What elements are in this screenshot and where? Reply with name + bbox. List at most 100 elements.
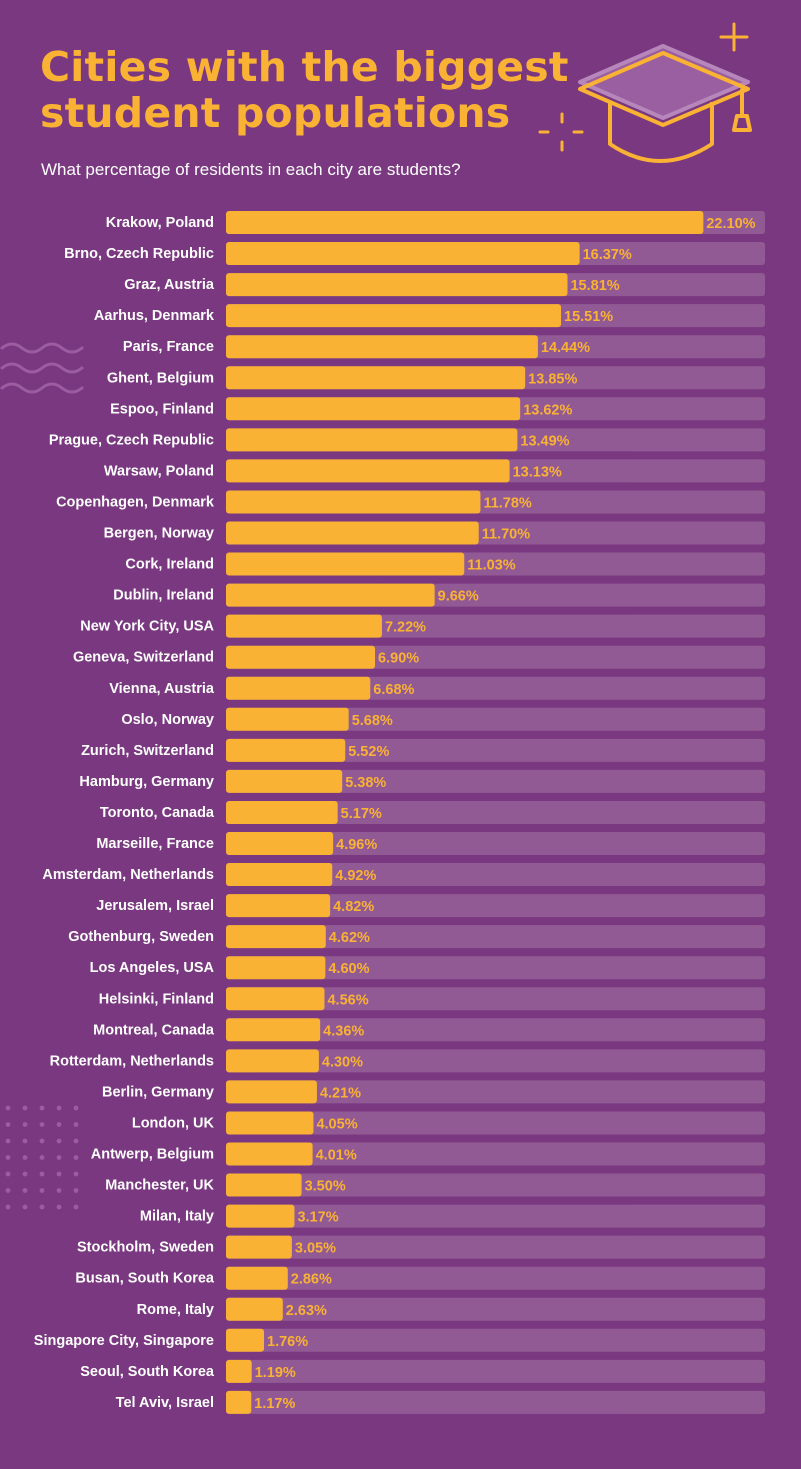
bar <box>226 676 371 700</box>
value-label: 6.90% <box>378 651 419 667</box>
category-label: Espoo, Finland <box>110 401 214 417</box>
bar <box>226 490 481 514</box>
category-label: Prague, Czech Republic <box>49 432 214 448</box>
value-label: 4.36% <box>323 1023 364 1039</box>
bar <box>226 987 325 1011</box>
value-label: 1.19% <box>255 1365 296 1381</box>
bar-track <box>226 1297 765 1321</box>
value-label: 1.76% <box>267 1334 308 1350</box>
category-label: Geneva, Switzerland <box>73 650 214 666</box>
chart-subtitle: What percentage of residents in each cit… <box>41 160 461 179</box>
category-label: Milan, Italy <box>140 1209 214 1225</box>
value-label: 22.10% <box>706 216 755 232</box>
category-label: Busan, South Korea <box>75 1271 215 1287</box>
bar <box>226 1018 321 1042</box>
bar <box>226 1297 283 1321</box>
dot-grid-decoration <box>5 1105 79 1210</box>
category-label: Tel Aviv, Israel <box>116 1395 214 1411</box>
category-label: New York City, USA <box>80 619 214 635</box>
category-label: Jerusalem, Israel <box>96 898 214 914</box>
category-label: Zurich, Switzerland <box>81 743 214 759</box>
value-label: 13.49% <box>520 433 569 449</box>
category-label: Gothenburg, Sweden <box>68 929 214 945</box>
bar-track <box>226 1204 765 1228</box>
value-label: 11.03% <box>467 558 515 574</box>
bar <box>226 1173 302 1197</box>
bar-track <box>226 894 765 918</box>
bar <box>226 925 326 949</box>
bar <box>226 863 333 887</box>
bar <box>226 211 704 234</box>
bar <box>226 1204 295 1228</box>
category-label: Oslo, Norway <box>121 712 214 728</box>
category-label: Cork, Ireland <box>125 557 214 573</box>
value-label: 4.30% <box>322 1054 363 1070</box>
category-label: Vienna, Austria <box>109 681 215 697</box>
value-label: 3.50% <box>305 1179 346 1195</box>
category-label: Bergen, Norway <box>104 526 214 542</box>
value-label: 7.22% <box>385 620 426 636</box>
bar <box>226 366 526 390</box>
bar-track <box>226 925 765 949</box>
wave-lines-decoration <box>0 342 84 394</box>
category-label: Graz, Austria <box>124 277 215 293</box>
bar <box>226 614 382 638</box>
category-label: Ghent, Belgium <box>107 370 214 386</box>
value-label: 14.44% <box>541 340 590 356</box>
category-label: Krakow, Poland <box>106 215 214 231</box>
value-label: 3.17% <box>297 1210 338 1226</box>
bar <box>226 956 326 980</box>
value-label: 16.37% <box>583 247 632 263</box>
bar <box>226 273 568 297</box>
bar-track <box>226 1080 765 1104</box>
value-label: 5.38% <box>345 775 386 791</box>
category-label: Antwerp, Belgium <box>91 1147 214 1163</box>
value-label: 2.86% <box>291 1272 332 1288</box>
category-label: Stockholm, Sweden <box>77 1240 214 1256</box>
bar-track <box>226 800 765 824</box>
bar-track <box>226 1142 765 1166</box>
bar-track <box>226 1018 765 1042</box>
bar-track <box>226 1390 765 1414</box>
value-label: 11.70% <box>482 527 530 543</box>
category-label: Rotterdam, Netherlands <box>50 1053 214 1069</box>
category-label: Dublin, Ireland <box>113 588 214 604</box>
bar-track <box>226 1173 765 1197</box>
bar <box>226 521 479 545</box>
category-label: Copenhagen, Denmark <box>56 494 215 510</box>
bar <box>226 645 376 669</box>
bar <box>226 552 465 576</box>
bar <box>226 583 435 607</box>
bar <box>226 335 538 359</box>
bar <box>226 397 521 421</box>
bar <box>226 242 580 266</box>
chart-title: Cities with the biggest student populati… <box>40 43 569 137</box>
value-label: 4.82% <box>333 899 374 915</box>
value-label: 5.52% <box>348 744 389 760</box>
value-label: 4.21% <box>320 1085 361 1101</box>
bar <box>226 1266 288 1290</box>
bar <box>226 1049 319 1073</box>
bar <box>226 1235 292 1259</box>
plus-sparkle-icon <box>719 22 749 52</box>
bar-track <box>226 987 765 1011</box>
value-label: 4.60% <box>328 961 369 977</box>
value-label: 5.68% <box>352 713 393 729</box>
bar-track <box>226 769 765 793</box>
bar-track <box>226 863 765 887</box>
value-label: 15.51% <box>564 309 613 325</box>
bar-track <box>226 1266 765 1290</box>
category-label: Toronto, Canada <box>100 805 215 821</box>
bar <box>226 738 346 762</box>
bar-track <box>226 707 765 731</box>
bar-track <box>226 1328 765 1352</box>
value-label: 2.63% <box>286 1303 327 1319</box>
category-label: Montreal, Canada <box>93 1022 215 1038</box>
value-label: 13.62% <box>523 402 572 418</box>
value-label: 4.62% <box>329 930 370 946</box>
category-label: Warsaw, Poland <box>104 463 214 479</box>
bar <box>226 800 338 824</box>
value-label: 5.17% <box>341 806 382 822</box>
value-label: 9.66% <box>438 589 479 605</box>
